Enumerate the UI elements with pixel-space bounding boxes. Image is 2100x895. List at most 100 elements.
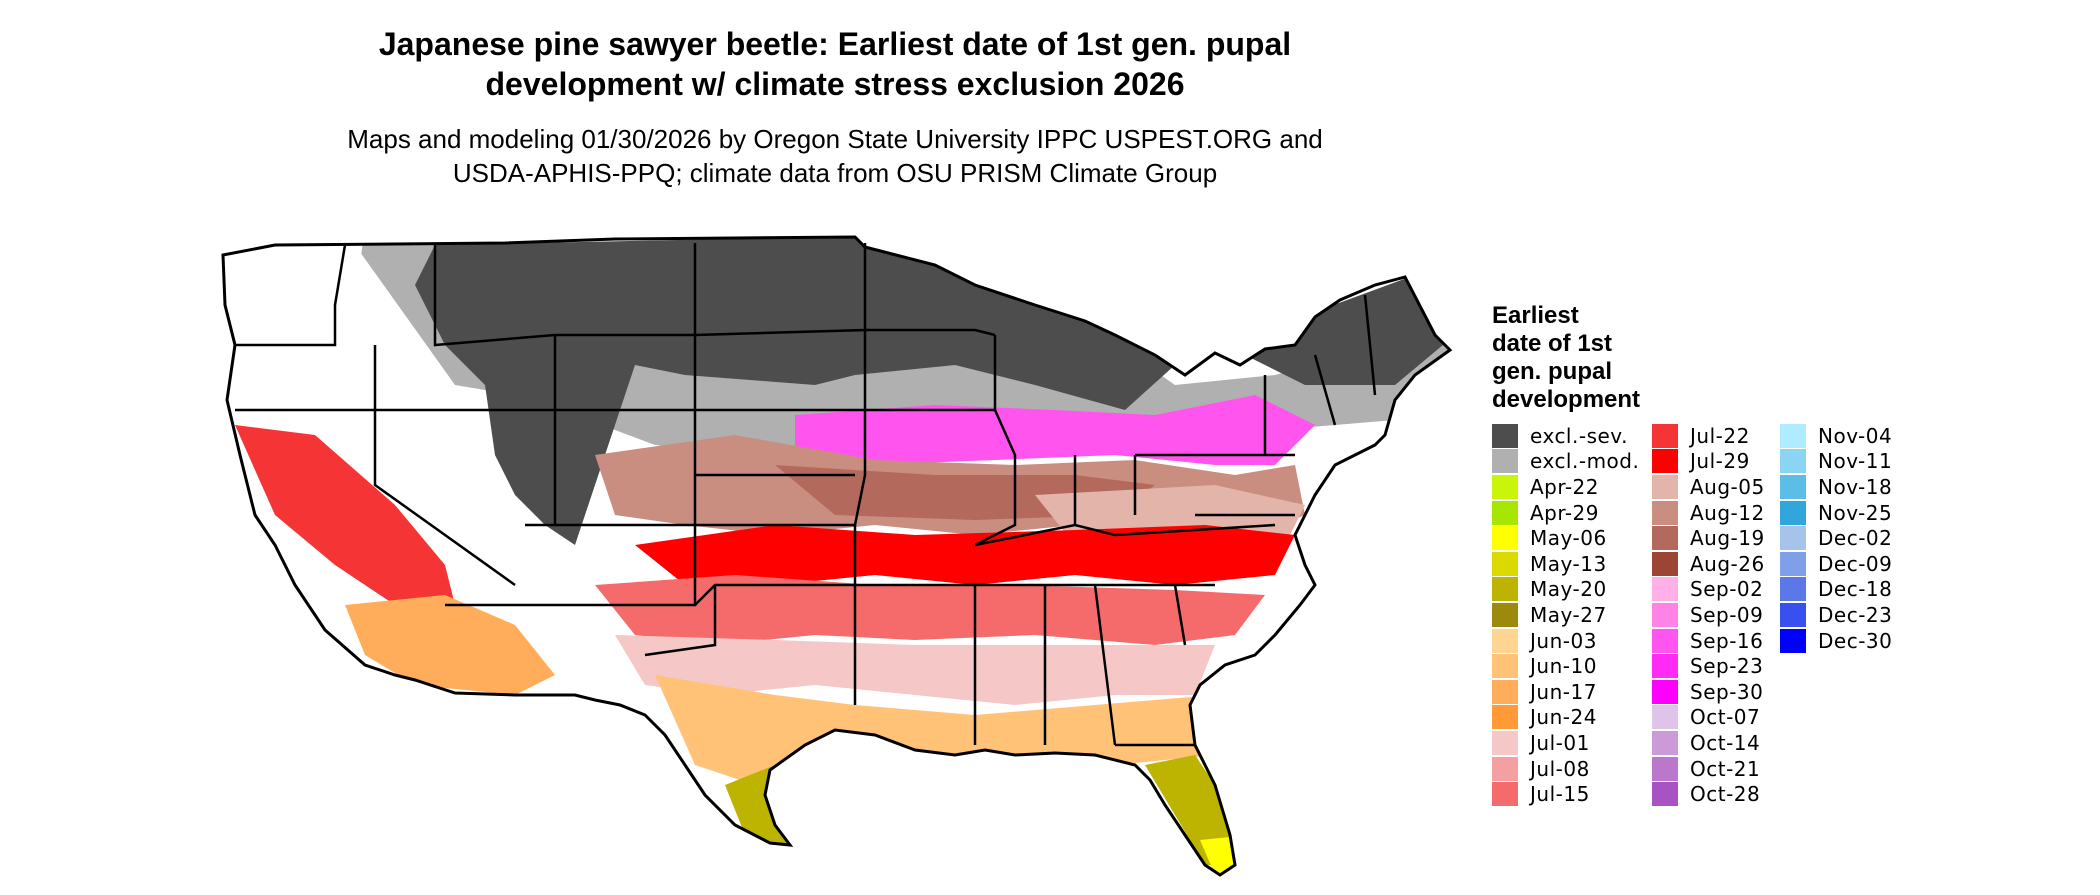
legend-swatch <box>1652 551 1678 576</box>
legend-label: May-06 <box>1530 526 1607 551</box>
legend-swatch <box>1652 526 1678 551</box>
legend-item: Nov-25 <box>1780 500 1892 526</box>
legend-label: Nov-25 <box>1818 500 1893 525</box>
legend-label: Apr-29 <box>1530 500 1599 525</box>
zone-lightpink-band <box>615 635 1215 705</box>
legend-swatch <box>1780 474 1806 499</box>
legend-swatch <box>1652 679 1678 704</box>
legend-title-line-4: development <box>1492 386 1641 413</box>
legend-label: May-27 <box>1530 602 1607 627</box>
legend-label: Aug-12 <box>1690 500 1765 525</box>
legend-item: Dec-18 <box>1780 577 1892 603</box>
legend-swatch <box>1780 526 1806 551</box>
legend-label: Jul-08 <box>1530 756 1590 781</box>
legend-label: excl.-mod. <box>1530 449 1640 474</box>
zone-excl-sev-north <box>415 237 1175 545</box>
legend-item: Apr-22 <box>1492 474 1639 500</box>
state-boundaries <box>235 243 1377 747</box>
legend-label: Jun-17 <box>1530 679 1597 704</box>
legend-item: Sep-16 <box>1652 628 1765 654</box>
legend-item: May-06 <box>1492 525 1639 551</box>
zone-red-band <box>635 525 1295 585</box>
legend-item: Sep-02 <box>1652 577 1765 603</box>
legend-label: Dec-23 <box>1818 602 1893 627</box>
legend-swatch <box>1652 602 1678 627</box>
legend-label: Dec-30 <box>1818 628 1893 653</box>
legend-swatch <box>1652 500 1678 525</box>
legend-item: excl.-sev. <box>1492 423 1639 449</box>
map-title-line-1: Japanese pine sawyer beetle: Earliest da… <box>378 26 1292 62</box>
legend-item: Sep-09 <box>1652 602 1765 628</box>
legend-column: Jul-22 Jul-29 Aug-05 Aug-12 Aug-19 Aug-26 Sep-… <box>1652 423 1765 807</box>
legend-label: Jul-29 <box>1690 449 1750 474</box>
legend-label: Sep-30 <box>1690 679 1764 704</box>
legend-item: Jun-24 <box>1492 705 1639 731</box>
zone-salmon-band <box>595 575 1265 645</box>
legend-label: Jun-10 <box>1530 654 1597 679</box>
legend-label: excl.-sev. <box>1530 423 1628 448</box>
legend-label: Dec-09 <box>1818 551 1893 576</box>
legend-label: Dec-18 <box>1818 577 1893 602</box>
legend-item: Dec-02 <box>1780 525 1892 551</box>
legend-item: Dec-30 <box>1780 628 1892 654</box>
legend-swatch <box>1492 679 1518 704</box>
legend-item: Jul-08 <box>1492 756 1639 782</box>
legend-label: Jul-15 <box>1530 782 1590 807</box>
legend-item: Aug-19 <box>1652 525 1765 551</box>
legend-item: May-20 <box>1492 577 1639 603</box>
legend-item: Sep-23 <box>1652 653 1765 679</box>
legend-item: Aug-12 <box>1652 500 1765 526</box>
map-subtitle-line-2: USDA-APHIS-PPQ; climate data from OSU PR… <box>452 158 1218 188</box>
legend-item: Oct-21 <box>1652 756 1765 782</box>
legend-label: Sep-16 <box>1690 628 1764 653</box>
legend-swatch <box>1780 551 1806 576</box>
legend-swatch <box>1652 628 1678 653</box>
legend-label: Aug-05 <box>1690 474 1765 499</box>
legend-label: Sep-23 <box>1690 654 1764 679</box>
legend-item: Dec-23 <box>1780 602 1892 628</box>
legend-swatch <box>1492 654 1518 679</box>
map-title-line-2: development w/ climate stress exclusion … <box>485 66 1185 102</box>
legend-item: Apr-29 <box>1492 500 1639 526</box>
legend-swatch <box>1780 423 1806 448</box>
legend-swatch <box>1492 730 1518 755</box>
legend-label: Jul-01 <box>1530 730 1590 755</box>
legend-title-line-1: Earliest <box>1492 302 1579 329</box>
legend-swatch <box>1652 474 1678 499</box>
legend-item: Dec-09 <box>1780 551 1892 577</box>
legend-swatch <box>1652 782 1678 807</box>
legend-label: Aug-26 <box>1690 551 1765 576</box>
legend-swatch <box>1652 730 1678 755</box>
legend-item: Jun-03 <box>1492 628 1639 654</box>
legend-item: May-13 <box>1492 551 1639 577</box>
legend-item: Sep-30 <box>1652 679 1765 705</box>
zone-southwest-orange <box>345 595 555 695</box>
legend-item: Jun-10 <box>1492 653 1639 679</box>
legend-column: Nov-04 Nov-11 Nov-18 Nov-25 Dec-02 Dec-09 Dec-… <box>1780 423 1892 653</box>
legend-swatch <box>1652 756 1678 781</box>
legend-swatch <box>1492 500 1518 525</box>
map-subtitle: Maps and modeling 01/30/2026 by Oregon S… <box>0 122 1670 190</box>
legend-item: Jul-15 <box>1492 781 1639 807</box>
legend-swatch <box>1652 705 1678 730</box>
legend-swatch <box>1492 423 1518 448</box>
zone-magenta-band <box>795 395 1315 465</box>
legend-item: Jul-22 <box>1652 423 1765 449</box>
legend-swatch <box>1492 705 1518 730</box>
legend-swatch <box>1652 577 1678 602</box>
map-subtitle-line-1: Maps and modeling 01/30/2026 by Oregon S… <box>347 124 1323 154</box>
legend-item: May-27 <box>1492 602 1639 628</box>
legend-label: Nov-18 <box>1818 474 1893 499</box>
legend-swatch <box>1492 602 1518 627</box>
legend-item: Aug-05 <box>1652 474 1765 500</box>
legend-label: Oct-14 <box>1690 730 1761 755</box>
legend-label: Jun-24 <box>1530 705 1597 730</box>
legend-label: Jul-22 <box>1690 423 1750 448</box>
legend-item: Oct-14 <box>1652 730 1765 756</box>
legend-item: Jun-17 <box>1492 679 1639 705</box>
legend-label: Jun-03 <box>1530 628 1597 653</box>
legend-item: Jul-01 <box>1492 730 1639 756</box>
legend-swatch <box>1492 628 1518 653</box>
map-title: Japanese pine sawyer beetle: Earliest da… <box>0 24 1670 104</box>
zone-southwest-red <box>235 425 455 605</box>
